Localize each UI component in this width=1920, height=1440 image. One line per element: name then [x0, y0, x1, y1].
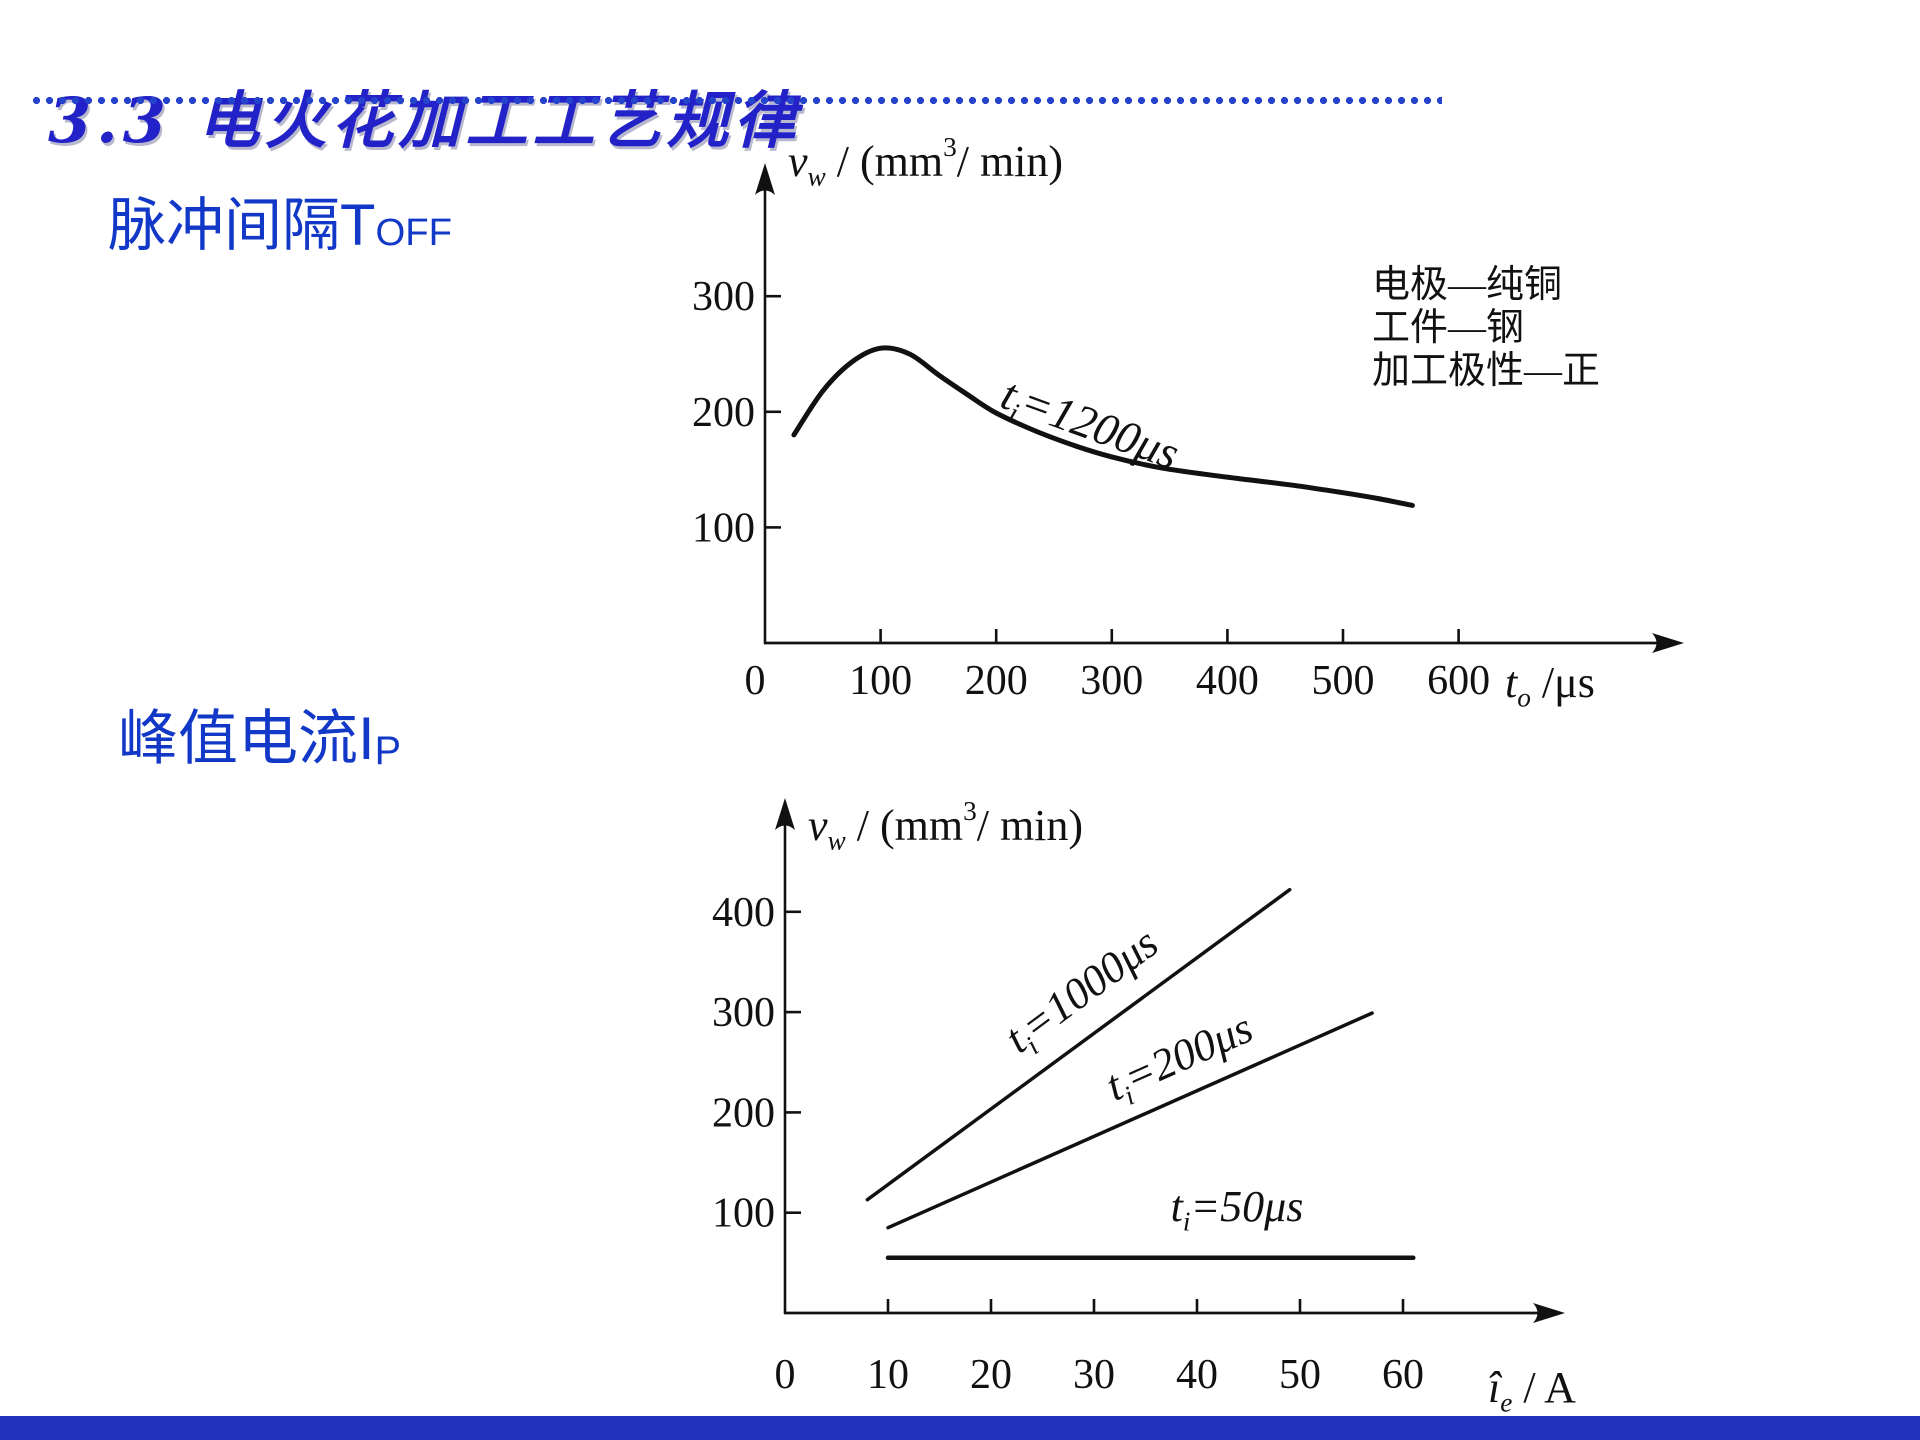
- title-underline-dotted-rule: [30, 94, 1442, 107]
- section-symbol: T: [340, 193, 376, 258]
- x-axis-arrow: [1533, 1303, 1565, 1323]
- chart-conditions-annotation: 电极—纯铜 工件—钢 加工极性—正: [1372, 264, 1600, 393]
- x-tick-label: 10: [867, 1352, 909, 1398]
- section-label-text: 脉冲间隔: [108, 193, 341, 258]
- x-axis-title: îe / A: [1488, 1363, 1576, 1418]
- y-tick-label: 200: [712, 1090, 775, 1136]
- y-axis-title: vw / (mm3/ min): [788, 132, 1063, 192]
- x-tick-label: 0: [745, 658, 766, 704]
- x-tick-label: 20: [970, 1352, 1012, 1398]
- x-tick-label: 30: [1073, 1352, 1115, 1398]
- y-tick-label: 300: [712, 990, 775, 1036]
- x-tick-label: 60: [1382, 1352, 1424, 1398]
- section-symbol-subscript: OFF: [375, 211, 452, 254]
- y-tick-label: 100: [692, 505, 755, 551]
- section-symbol: I: [358, 705, 375, 772]
- series-line-ti=1200us: [791, 345, 1415, 508]
- y-axis-title: vw / (mm3/ min): [808, 796, 1083, 856]
- section-label-peak-current: 峰值电流IP: [118, 690, 401, 777]
- series-label-ti=50us: ti=50μs: [1171, 1182, 1304, 1237]
- section-label-text: 峰值电流: [118, 705, 358, 772]
- x-tick-label: 500: [1312, 658, 1375, 704]
- annotation-line: 加工极性—正: [1372, 350, 1601, 392]
- y-tick-label: 300: [692, 274, 755, 320]
- annotation-line: 电极—纯铜: [1372, 264, 1563, 306]
- x-axis-arrow: [1652, 633, 1684, 653]
- series-line-ti=1000us: [865, 887, 1292, 1202]
- x-tick-label: 40: [1176, 1352, 1218, 1398]
- x-tick-label: 0: [775, 1352, 796, 1398]
- x-axis-title: to /μs: [1505, 658, 1595, 713]
- y-axis-arrow: [755, 163, 775, 195]
- x-tick-label: 600: [1427, 658, 1490, 704]
- annotation-line: 工件—钢: [1372, 307, 1525, 349]
- x-tick-label: 300: [1080, 658, 1143, 704]
- x-tick-label: 200: [965, 658, 1028, 704]
- section-label-pulse-interval: 脉冲间隔TOFF: [108, 178, 452, 262]
- section-symbol-subscript: P: [374, 728, 402, 773]
- x-tick-label: 50: [1279, 1352, 1321, 1398]
- series-line-ti=200us: [886, 1011, 1374, 1230]
- x-tick-label: 100: [849, 658, 912, 704]
- y-tick-label: 100: [712, 1191, 775, 1237]
- y-tick-label: 400: [712, 890, 775, 936]
- y-axis-arrow: [775, 798, 795, 830]
- y-tick-label: 200: [692, 390, 755, 436]
- x-tick-label: 400: [1196, 658, 1259, 704]
- footer-bar: [0, 1416, 1920, 1440]
